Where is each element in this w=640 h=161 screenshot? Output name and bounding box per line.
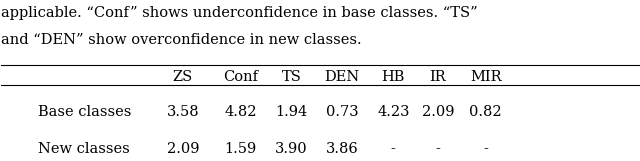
Text: 1.94: 1.94 xyxy=(275,105,307,119)
Text: 0.82: 0.82 xyxy=(469,105,502,119)
Text: 3.90: 3.90 xyxy=(275,142,308,156)
Text: 3.58: 3.58 xyxy=(166,105,199,119)
Text: -: - xyxy=(391,142,396,156)
Text: ZS: ZS xyxy=(173,70,193,84)
Text: 4.23: 4.23 xyxy=(377,105,410,119)
Text: and “DEN” show overconfidence in new classes.: and “DEN” show overconfidence in new cla… xyxy=(1,33,362,47)
Text: MIR: MIR xyxy=(470,70,501,84)
Text: Conf: Conf xyxy=(223,70,258,84)
Text: 0.73: 0.73 xyxy=(326,105,358,119)
Text: TS: TS xyxy=(282,70,301,84)
Text: -: - xyxy=(483,142,488,156)
Text: 4.82: 4.82 xyxy=(224,105,257,119)
Text: Base classes: Base classes xyxy=(38,105,131,119)
Text: 2.09: 2.09 xyxy=(422,105,454,119)
Text: IR: IR xyxy=(429,70,446,84)
Text: applicable. “Conf” shows underconfidence in base classes. “TS”: applicable. “Conf” shows underconfidence… xyxy=(1,6,478,20)
Text: New classes: New classes xyxy=(38,142,130,156)
Text: HB: HB xyxy=(381,70,405,84)
Text: 3.86: 3.86 xyxy=(326,142,358,156)
Text: -: - xyxy=(435,142,440,156)
Text: DEN: DEN xyxy=(324,70,360,84)
Text: 1.59: 1.59 xyxy=(224,142,257,156)
Text: 2.09: 2.09 xyxy=(167,142,199,156)
